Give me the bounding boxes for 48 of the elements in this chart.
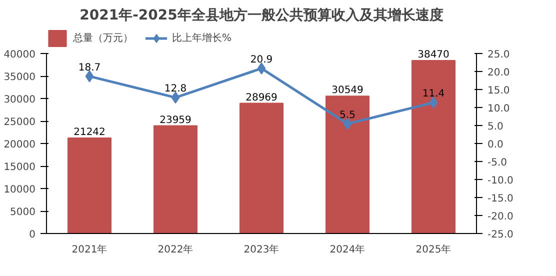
y2-tick-label: -25.0 — [488, 230, 514, 240]
data-label: 5.5 — [340, 110, 356, 121]
y2-tick-label: -10.0 — [488, 176, 514, 187]
data-label: 28969 — [246, 92, 278, 104]
y-tick-label: 25000 — [4, 117, 36, 128]
data-label: 30549 — [332, 85, 364, 96]
data-label: 20.9 — [250, 54, 273, 66]
y2-tick-label: 10.0 — [488, 104, 510, 115]
y2-tick-label: -5.0 — [488, 158, 508, 169]
y2-tick-label: 25.0 — [488, 50, 510, 61]
x-tick-label: 2024年 — [330, 244, 366, 256]
bar — [240, 102, 284, 234]
bar — [154, 125, 198, 234]
point — [429, 96, 438, 109]
y-tick-label: 30000 — [4, 94, 36, 106]
y2-tick-label: -15.0 — [488, 194, 514, 205]
point — [257, 62, 266, 74]
y2-tick-label: 20.0 — [488, 68, 510, 79]
data-label: 38470 — [418, 50, 450, 61]
y-tick-label: 20000 — [4, 140, 36, 151]
y2-tick-label: 0.0 — [488, 140, 504, 151]
y-tick-label: 10000 — [4, 184, 36, 196]
data-label: 23959 — [160, 114, 192, 126]
bar — [412, 60, 456, 234]
point — [171, 92, 180, 104]
data-label: 21242 — [74, 127, 106, 138]
x-tick-label: 2023年 — [244, 244, 280, 256]
point — [85, 70, 94, 82]
y2-tick-label: -20.0 — [488, 212, 514, 223]
data-label: 11.4 — [422, 88, 445, 100]
data-label: 18.7 — [78, 62, 101, 74]
y-tick-label: 5000 — [10, 207, 36, 218]
legend-label: 总量（万元） — [73, 32, 133, 45]
data-label: 12.8 — [164, 84, 187, 95]
y-tick-label: 40000 — [4, 50, 36, 61]
x-tick-label: 2021年 — [72, 244, 108, 256]
y2-tick-label: 15.0 — [488, 86, 510, 97]
y-tick-label: 15000 — [4, 162, 36, 174]
y2-tick-label: 5.0 — [488, 122, 504, 133]
y-tick-label: 0 — [29, 230, 36, 240]
x-tick-label: 2025年 — [416, 244, 452, 256]
chart-title: 2021年-2025年全县地方一般公共预算收入及其增长速度 — [80, 6, 444, 24]
bar — [68, 138, 112, 234]
legend-label: 比上年增长% — [172, 32, 232, 45]
x-tick-label: 2022年 — [158, 244, 194, 256]
point — [343, 118, 352, 130]
y-tick-label: 35000 — [4, 72, 36, 84]
bar — [326, 96, 370, 234]
